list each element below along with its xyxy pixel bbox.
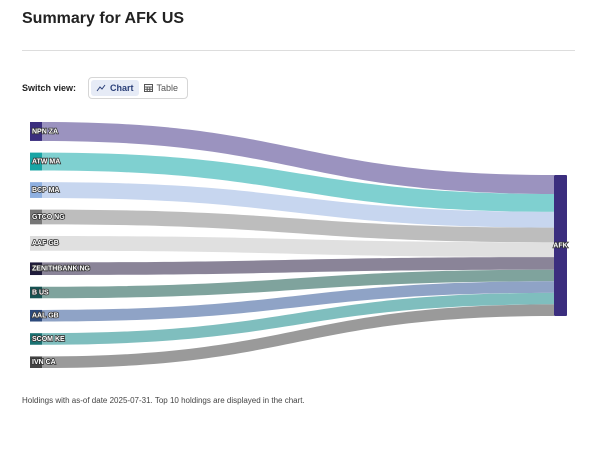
table-button[interactable]: Table bbox=[139, 80, 184, 96]
source-node bbox=[30, 209, 42, 225]
target-label: AFK bbox=[553, 242, 567, 249]
source-label: BCP MA bbox=[32, 187, 59, 194]
source-label: ATW MA bbox=[32, 158, 60, 165]
chart-icon bbox=[96, 84, 106, 92]
flow bbox=[42, 281, 554, 322]
source-label: ZENITHBANK NG bbox=[32, 266, 90, 273]
source-node bbox=[30, 122, 42, 141]
view-toggle: Chart Table bbox=[88, 77, 188, 99]
chart-button-label: Chart bbox=[110, 83, 134, 93]
flow bbox=[42, 269, 554, 299]
source-label: NPN ZA bbox=[32, 128, 58, 135]
source-label: SCOM KE bbox=[32, 336, 65, 343]
flow bbox=[42, 209, 554, 243]
chart-button[interactable]: Chart bbox=[91, 80, 139, 96]
source-node bbox=[30, 309, 42, 322]
table-icon bbox=[143, 84, 153, 92]
source-node bbox=[30, 182, 42, 198]
source-node bbox=[30, 356, 42, 368]
target-node bbox=[554, 175, 567, 316]
source-node bbox=[30, 262, 42, 276]
source-label: GTCO NG bbox=[32, 214, 65, 221]
switch-label: Switch view: bbox=[22, 83, 77, 93]
flow bbox=[42, 257, 554, 276]
source-node bbox=[30, 286, 42, 299]
flow bbox=[42, 182, 554, 228]
page-title: Summary for AFK US bbox=[22, 10, 185, 27]
table-button-label: Table bbox=[156, 83, 179, 93]
source-label: AAL GB bbox=[32, 313, 59, 320]
source-label: B US bbox=[32, 289, 49, 296]
flow bbox=[42, 236, 554, 258]
source-label: IVN CA bbox=[32, 359, 56, 366]
source-node bbox=[30, 333, 42, 345]
divider bbox=[22, 50, 575, 51]
flow bbox=[42, 304, 554, 368]
source-node bbox=[30, 236, 42, 251]
flow bbox=[42, 152, 554, 212]
flow bbox=[42, 122, 554, 194]
footnote: Holdings with as-of date 2025-07-31. Top… bbox=[22, 396, 305, 405]
source-node bbox=[30, 152, 42, 171]
flow bbox=[42, 292, 554, 345]
source-label: AAF GB bbox=[32, 240, 59, 247]
